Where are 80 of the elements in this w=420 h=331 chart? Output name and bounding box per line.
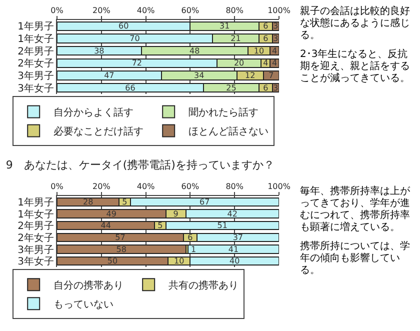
data-label: 6 <box>263 83 268 92</box>
data-label: 34 <box>194 71 204 80</box>
data-label: 6 <box>263 22 268 31</box>
data-label: 10 <box>254 46 264 56</box>
data-label: 25 <box>226 83 236 92</box>
x-tick-label: 20% <box>92 182 111 191</box>
data-label: 3 <box>273 34 278 43</box>
data-label: 12 <box>245 71 256 80</box>
y-tick-label: 3年女子 <box>18 82 54 94</box>
data-label: 21 <box>230 34 241 43</box>
y-tick-label: 1年男子 <box>18 196 54 208</box>
data-label: 6 <box>188 232 193 242</box>
legend-label: ほとんど話さない <box>188 126 269 138</box>
y-tick-label: 1年女子 <box>18 208 54 220</box>
text: 毎年、携帯所持率は上がってきており、学年が進むにつれて、携帯所持率も顕著に増えている。 <box>300 186 411 234</box>
data-label: 7 <box>268 71 274 80</box>
data-label: 40 <box>230 256 240 266</box>
data-label: 57 <box>115 232 126 242</box>
data-label: 60 <box>118 22 129 31</box>
data-label: 5 <box>122 197 128 206</box>
data-label: 49 <box>106 209 116 218</box>
legend-label: 自分の携帯あり <box>54 280 124 292</box>
data-label: 67 <box>200 197 210 206</box>
x-tick-label: 20% <box>92 6 111 15</box>
bar <box>187 244 279 254</box>
x-tick-label: 100% <box>268 182 291 191</box>
x-tick-label: 80% <box>226 6 244 15</box>
data-label: 51 <box>217 221 228 230</box>
data-label: 48 <box>190 46 200 56</box>
data-label: 6 <box>263 34 268 43</box>
data-label: 20 <box>234 58 244 68</box>
text: 2･3年生になると、反抗期を迎え、親と話をすることが減ってきている。 <box>300 49 411 85</box>
data-label: 4 <box>272 58 278 68</box>
legend-label: 必要なことだけ話す <box>54 126 144 138</box>
data-label: 72 <box>132 58 142 68</box>
y-tick-label: 3年男子 <box>18 70 54 82</box>
x-tick-label: 60% <box>181 6 200 15</box>
data-label: 37 <box>232 232 244 242</box>
y-tick-label: 1年女子 <box>18 33 54 45</box>
x-tick-label: 40% <box>136 6 156 15</box>
data-label: 4 <box>263 58 268 68</box>
x-tick-label: 0% <box>50 182 64 191</box>
bar <box>57 244 186 254</box>
legend-label: 聞かれたら話す <box>188 106 259 119</box>
data-label: 44 <box>100 221 111 230</box>
text: 親子の会話は比較的良好な状態にあるように感じる。 <box>300 6 411 42</box>
data-label: 1 <box>191 245 196 254</box>
data-label: 28 <box>82 197 94 206</box>
y-tick-label: 2年女子 <box>18 58 54 70</box>
data-label: 10 <box>174 256 184 266</box>
data-label: 58 <box>116 244 126 254</box>
x-tick-label: 40% <box>136 182 156 191</box>
x-tick-label: 60% <box>181 182 200 191</box>
text: 携帯所持については、学年の傾向も影響している。 <box>300 241 411 277</box>
data-label: 42 <box>227 209 238 218</box>
data-label: 70 <box>130 34 140 43</box>
y-tick-label: 2年男子 <box>18 45 54 58</box>
y-tick-label: 2年女子 <box>18 232 54 244</box>
y-tick-label: 2年男子 <box>18 220 54 232</box>
x-tick-label: 0% <box>50 6 64 15</box>
x-tick-label: 80% <box>226 182 244 191</box>
data-label: 66 <box>125 83 136 92</box>
data-label: 50 <box>107 256 118 266</box>
legend-label: 共有の携帯あり <box>168 280 239 292</box>
data-label: 31 <box>220 22 230 31</box>
data-label: 38 <box>94 46 104 56</box>
data-label: 47 <box>104 71 114 80</box>
y-tick-label: 3年女子 <box>18 256 54 268</box>
data-label: 3 <box>273 83 278 92</box>
y-tick-label: 3年男子 <box>18 244 54 256</box>
data-label: 5 <box>158 221 163 230</box>
legend-label: もっていない <box>54 300 114 311</box>
data-label: 41 <box>228 244 239 254</box>
chart-title: 9 あなたは、ケータイ(携帯電話)を持っていますか？ <box>6 158 274 172</box>
data-label: 9 <box>173 209 178 218</box>
y-tick-label: 1年男子 <box>18 20 54 33</box>
x-tick-label: 100% <box>268 6 291 15</box>
data-label: 3 <box>273 22 278 31</box>
data-label: 4 <box>272 46 278 56</box>
legend-label: 自分からよく話す <box>54 106 134 119</box>
